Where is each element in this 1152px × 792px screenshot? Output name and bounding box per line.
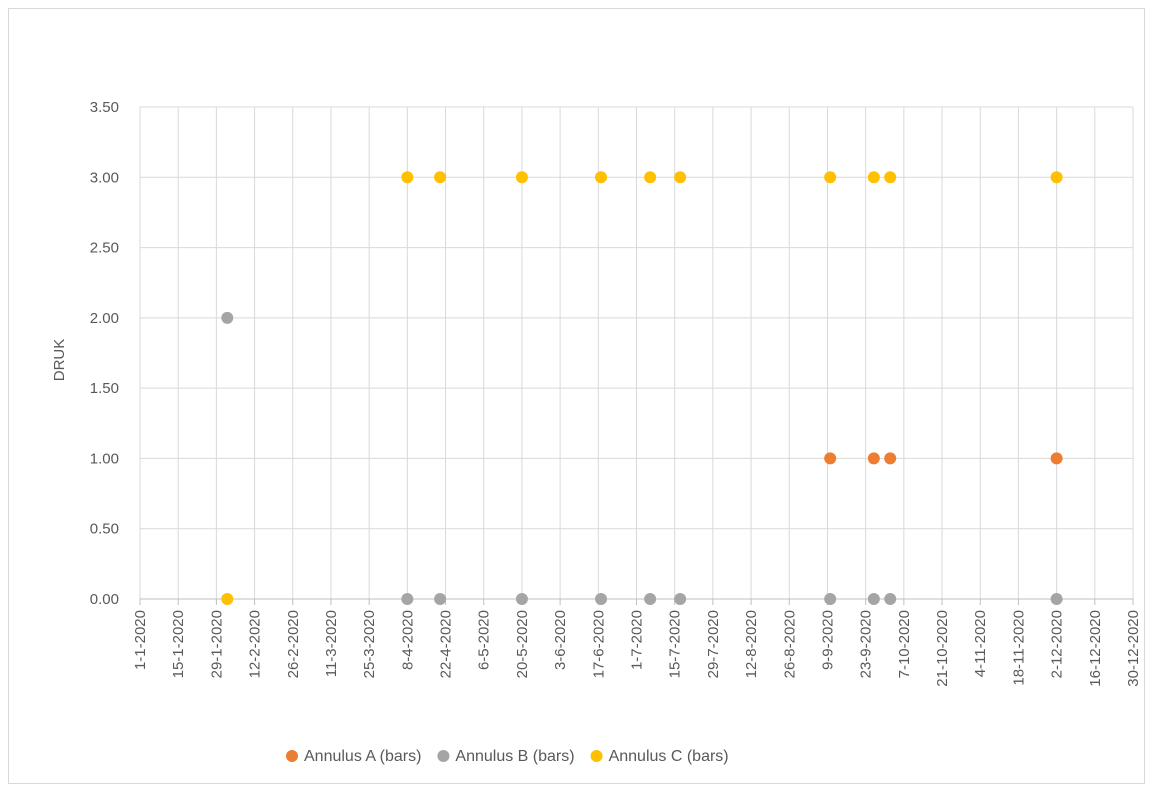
legend-marker (590, 750, 603, 762)
x-tick-label: 23-9-2020 (858, 610, 875, 678)
data-point-series-2 (867, 593, 880, 605)
data-point-series-2 (1050, 593, 1063, 605)
data-point-series-3 (401, 171, 414, 184)
x-tick-label: 30-12-2020 (1125, 610, 1142, 687)
x-tick-label: 8-4-2020 (399, 610, 416, 670)
x-tick-label: 29-1-2020 (208, 610, 225, 678)
x-tick-label: 17-6-2020 (590, 610, 607, 678)
chart-frame (8, 8, 1145, 784)
legend-marker (437, 750, 450, 762)
data-point-series-3 (434, 171, 447, 184)
x-tick-label: 6-5-2020 (476, 610, 493, 670)
data-point-series-2 (401, 593, 414, 605)
x-tick-label: 3-6-2020 (552, 610, 569, 670)
data-point-series-2 (434, 593, 447, 605)
x-tick-label: 15-7-2020 (667, 610, 684, 678)
y-axis: 0.00 0.50 1.00 1.50 2.00 2.50 3.00 3.50 (90, 99, 119, 608)
y-tick-label: 0.00 (90, 591, 119, 608)
legend-marker (286, 750, 298, 762)
x-tick-label: 18-11-2020 (1010, 610, 1027, 686)
y-tick-label: 2.00 (90, 310, 119, 327)
x-tick-label: 2-12-2020 (1049, 610, 1066, 678)
legend-label: Annulus A (bars) (304, 748, 421, 765)
data-point-series-3 (595, 171, 608, 184)
grid-lines (139, 106, 1134, 599)
x-tick-label: 21-10-2020 (934, 610, 951, 687)
x-tick-label: 26-8-2020 (781, 610, 798, 678)
data-point-series-2 (644, 593, 657, 605)
legend[interactable]: Annulus A (bars) Annulus B (bars) Annulus … (286, 748, 729, 765)
data-point-series-3 (867, 171, 880, 184)
x-tick-label: 12-8-2020 (743, 610, 760, 678)
x-tick-label: 1-1-2020 (132, 610, 149, 670)
data-point-series-3 (884, 171, 897, 184)
x-tick-label: 20-5-2020 (514, 610, 531, 678)
legend-label: Annulus B (bars) (455, 748, 574, 765)
data-points (221, 171, 1063, 605)
x-tick-label: 4-11-2020 (972, 610, 989, 677)
data-point-series-3 (221, 593, 234, 605)
y-tick-label: 1.50 (90, 380, 119, 397)
data-point-series-2 (884, 593, 897, 605)
data-point-series-2 (674, 593, 687, 605)
y-tick-label: 3.50 (90, 99, 119, 116)
data-point-series-1 (884, 452, 897, 465)
data-point-series-3 (824, 171, 837, 184)
x-tick-label: 26-2-2020 (285, 610, 302, 678)
y-tick-label: 0.50 (90, 521, 119, 538)
data-point-series-2 (595, 593, 608, 605)
x-axis: 1-1-2020 15-1-2020 29-1-2020 12-2-2020 26-2-… (132, 598, 1142, 687)
x-tick-label: 15-1-2020 (170, 610, 187, 678)
legend-label: Annulus C (bars) (609, 748, 729, 765)
x-tick-label: 9-9-2020 (819, 610, 836, 670)
x-tick-label: 29-7-2020 (705, 610, 722, 678)
data-point-series-1 (867, 452, 880, 465)
y-tick-label: 1.00 (90, 450, 119, 467)
data-point-series-3 (1050, 171, 1063, 184)
x-tick-label: 12-2-2020 (247, 610, 264, 678)
data-point-series-1 (824, 452, 837, 465)
data-point-series-3 (515, 171, 528, 184)
y-axis-title: DRUK (51, 339, 68, 382)
y-tick-label: 2.50 (90, 240, 119, 257)
data-point-series-2 (515, 593, 528, 605)
x-tick-label: 16-12-2020 (1087, 610, 1104, 687)
x-tick-label: 1-7-2020 (629, 610, 646, 670)
data-point-series-2 (824, 593, 837, 605)
x-tick-label: 25-3-2020 (361, 610, 378, 678)
y-tick-label: 3.00 (90, 169, 119, 186)
data-point-series-1 (1050, 452, 1063, 465)
x-tick-label: 22-4-2020 (438, 610, 455, 678)
x-tick-label: 11-3-2020 (323, 610, 340, 677)
data-point-series-3 (644, 171, 657, 184)
data-point-series-2 (221, 311, 234, 324)
x-tick-label: 7-10-2020 (896, 610, 913, 678)
data-point-series-3 (674, 171, 687, 184)
